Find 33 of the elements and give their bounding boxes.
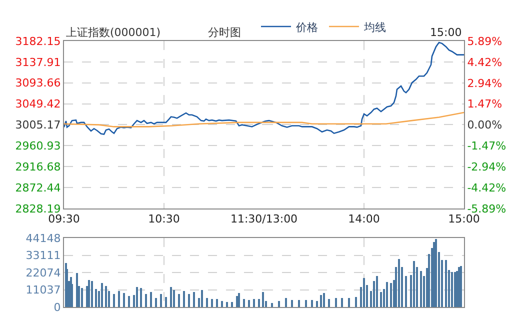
x-tick-label: 10:30 (148, 212, 180, 226)
x-tick-label: 14:00 (348, 212, 380, 226)
y-tick-label: 3049.42 (15, 98, 61, 111)
y-tick-label: 3005.17 (15, 118, 61, 132)
y-tick-label: 11037 (26, 284, 61, 297)
legend-label: 价格 (295, 20, 318, 34)
x-tick-label: 11:30/13:00 (230, 212, 298, 226)
y-tick-label: 2916.68 (15, 160, 61, 174)
y-tick-label: 2872.44 (15, 181, 61, 194)
y-tick-label: 2960.93 (15, 140, 61, 153)
chart-subtitle: 分时图 (208, 26, 241, 39)
y-tick-label: 3182.15 (15, 34, 61, 48)
text: 1.47% (467, 98, 502, 111)
text: -4.42% (467, 181, 506, 194)
y-tick-label: 3093.66 (15, 76, 61, 90)
text: 4.42% (467, 56, 502, 69)
chart-title: 上证指数(000001) (66, 26, 161, 39)
x-tick-label: 09:30 (48, 212, 80, 226)
y-tick-label: 22074 (26, 266, 61, 280)
text: 0.00% (467, 118, 502, 132)
y-tick-label: 33111 (26, 249, 61, 262)
y-tick-label: 44148 (26, 232, 61, 245)
text: 5.89% (467, 34, 502, 48)
y-tick-label: 2828.19 (15, 202, 61, 216)
y-tick-label: 0 (54, 300, 61, 314)
x-tick-label: 15:00 (448, 212, 480, 226)
text: 2.94% (467, 76, 502, 90)
text: 15:00 (430, 26, 462, 39)
legend-label: 均线 (363, 20, 386, 34)
text: -2.94% (467, 160, 506, 174)
text: -1.47% (467, 139, 506, 152)
y-tick-label: 3137.91 (15, 56, 61, 69)
text: -5.89% (467, 202, 506, 216)
